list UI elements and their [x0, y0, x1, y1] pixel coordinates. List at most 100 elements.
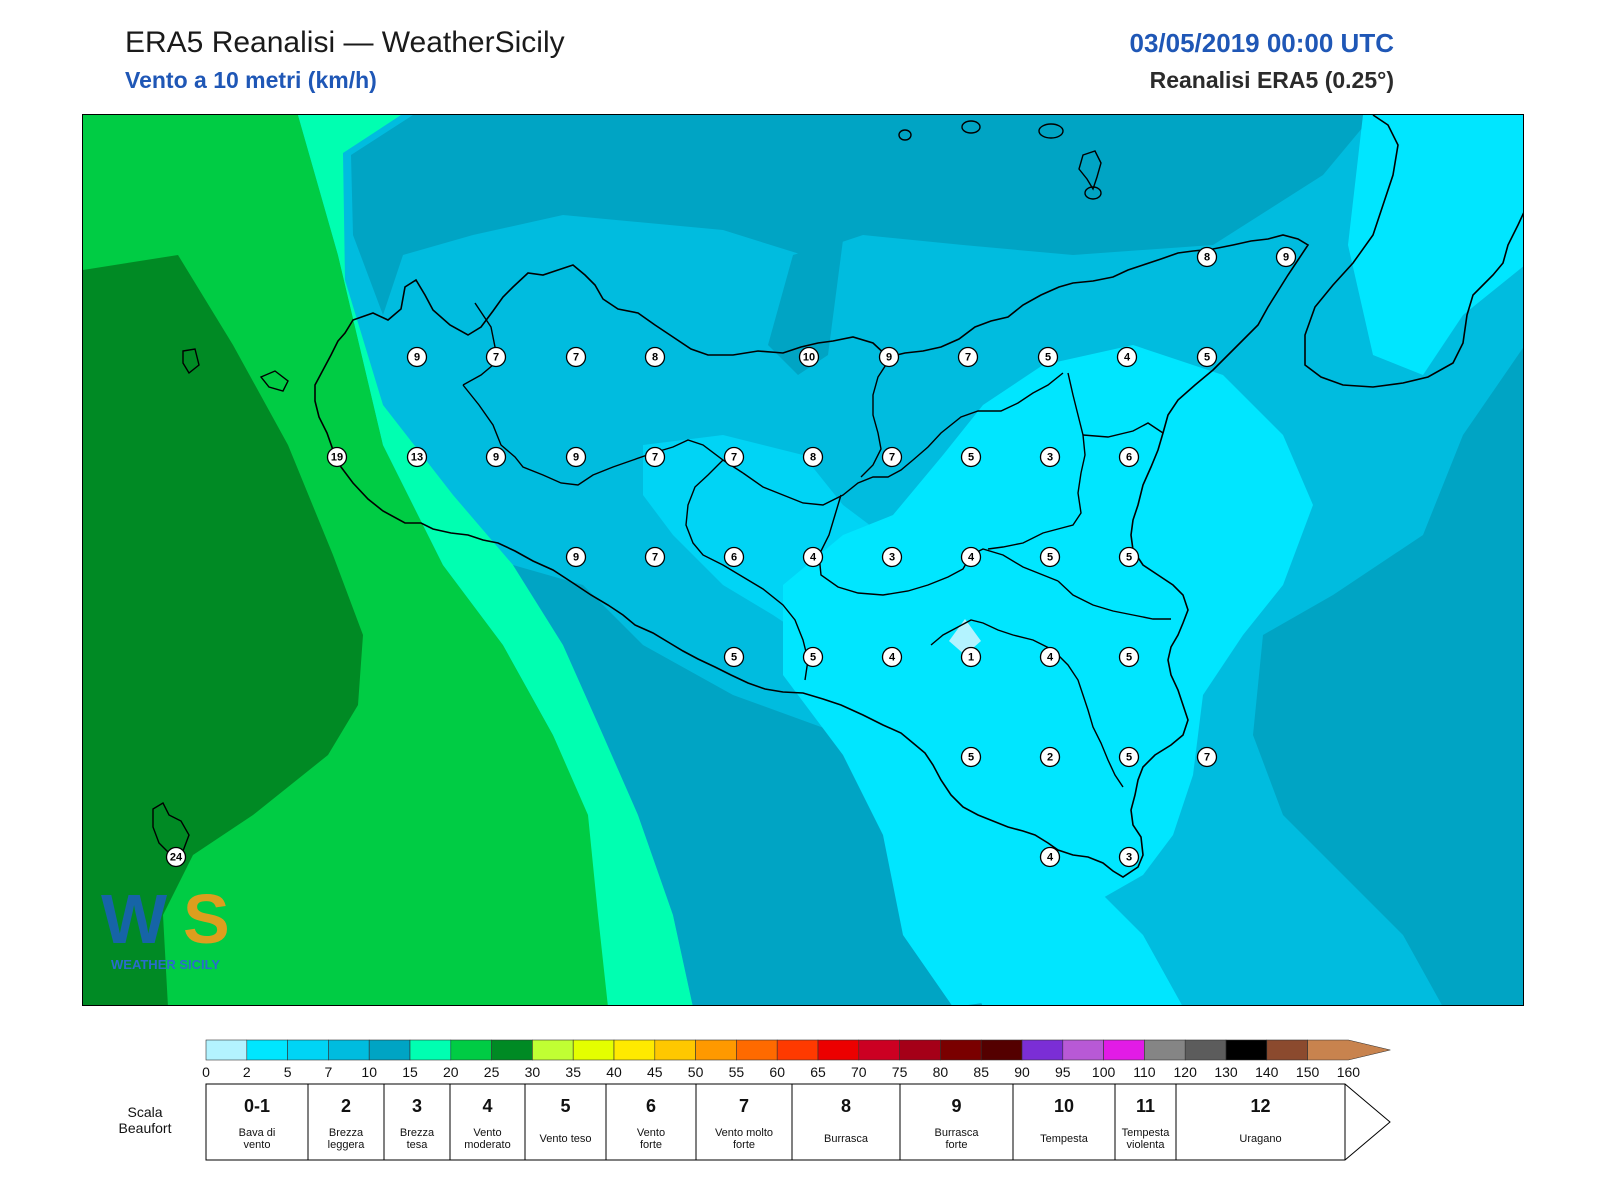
beaufort-desc: Vento — [637, 1127, 665, 1139]
station-marker: 7 — [644, 546, 666, 568]
beaufort-desc: Brezza — [329, 1127, 364, 1139]
beaufort-desc: Burrasca — [934, 1127, 979, 1139]
station-value: 5 — [810, 652, 816, 664]
logo-s-icon: S — [183, 880, 230, 958]
station-marker: 3 — [1118, 846, 1140, 868]
station-circle — [1118, 846, 1140, 868]
province-boundary-9 — [1057, 580, 1171, 620]
colorbar-tick-label: 110 — [1133, 1064, 1156, 1080]
station-value: 13 — [411, 452, 423, 464]
station-marker: 13 — [406, 446, 428, 468]
colorbar-tick-label: 65 — [810, 1064, 826, 1080]
beaufort-desc: moderato — [464, 1139, 510, 1151]
colorbar-swatch — [246, 1039, 288, 1061]
colorbar-tick-label: 0 — [202, 1064, 210, 1080]
station-marker: 1 — [960, 646, 982, 668]
station-circle — [326, 446, 348, 468]
datetime-label: 03/05/2019 00:00 UTC — [1129, 28, 1394, 58]
zone-band-2-5-spot — [949, 619, 981, 655]
station-value: 24 — [170, 852, 183, 864]
station-circle — [1196, 746, 1218, 768]
colorbar-tick-label: 90 — [1014, 1064, 1030, 1080]
colorbar-tick-label: 10 — [361, 1064, 377, 1080]
calabria-coastline — [1304, 115, 1523, 388]
logo-text: WEATHER SICILY — [111, 957, 220, 972]
source-label: Reanalisi ERA5 (0.25°) — [1149, 67, 1394, 93]
scale-label-2: Beaufort — [119, 1120, 172, 1136]
station-value: 4 — [1047, 852, 1054, 864]
station-circle — [802, 646, 824, 668]
aeolian-island-4 — [1078, 150, 1102, 191]
station-marker: 7 — [1196, 746, 1218, 768]
station-marker: 5 — [1118, 746, 1140, 768]
station-circle — [165, 846, 187, 868]
station-marker: 4 — [802, 546, 824, 568]
station-value: 4 — [889, 652, 896, 664]
station-value: 7 — [573, 352, 579, 364]
station-value: 19 — [331, 452, 343, 464]
colorbar-swatch — [532, 1039, 574, 1061]
station-marker: 9 — [485, 446, 507, 468]
station-circle — [485, 346, 507, 368]
colorbar-tick-label: 100 — [1092, 1064, 1116, 1080]
colorbar-tick-label: 35 — [565, 1064, 581, 1080]
beaufort-desc: forte — [733, 1139, 755, 1151]
beaufort-number: 9 — [951, 1096, 961, 1116]
station-value: 5 — [1204, 352, 1210, 364]
station-circle — [1039, 546, 1061, 568]
wind-map: 9 7 7 8 10 9 7 5 4 5 19 13 9 9 7 7 8 7 5 3 6 9 7 6 4 3 4 5 5 5 5 4 1 4 5 5 2… — [82, 114, 1524, 1006]
legend: 0 2 5 7 10 15 20 25 30 35 40 45 50 55 60 65 70 75 80 85 90 95… — [119, 1039, 1391, 1161]
province-boundary-5 — [860, 356, 892, 478]
station-value: 6 — [731, 552, 737, 564]
station-circle — [802, 546, 824, 568]
station-circle — [1116, 346, 1138, 368]
colorbar-tick-label: 120 — [1174, 1064, 1198, 1080]
station-value: 3 — [1126, 852, 1132, 864]
station-circle — [644, 346, 666, 368]
beaufort-number: 5 — [560, 1096, 570, 1116]
station-marker: 7 — [644, 446, 666, 468]
station-marker: 6 — [723, 546, 745, 568]
station-circle — [485, 446, 507, 468]
colorbar-tick-label: 50 — [688, 1064, 704, 1080]
station-circle — [1118, 446, 1140, 468]
station-marker: 7 — [881, 446, 903, 468]
station-marker: 4 — [960, 546, 982, 568]
colorbar-tick-label: 7 — [325, 1064, 333, 1080]
station-value: 8 — [1204, 252, 1210, 264]
station-value: 5 — [731, 652, 737, 664]
beaufort-number: 2 — [341, 1096, 351, 1116]
colorbar-swatch — [572, 1039, 615, 1061]
colorbar-swatch — [1184, 1039, 1227, 1061]
station-value: 5 — [968, 752, 974, 764]
station-marker: 7 — [957, 346, 979, 368]
station-marker: 4 — [1039, 846, 1061, 868]
station-marker: 24 — [165, 846, 187, 868]
scale-label-1: Scala — [127, 1104, 162, 1120]
colorbar-tick-label: 160 — [1337, 1064, 1361, 1080]
station-value: 5 — [1126, 752, 1132, 764]
wind-colorbar-ticks: 0 2 5 7 10 15 20 25 30 35 40 45 50 55 60 65 70 75 80 85 90 95… — [202, 1064, 1360, 1080]
zone-band-10-15-channel — [768, 240, 843, 375]
colorbar-swatch — [736, 1039, 778, 1061]
colorbar-swatch — [858, 1039, 900, 1061]
station-circle — [957, 346, 979, 368]
station-marker: 9 — [406, 346, 428, 368]
wind-map-canvas: 9 7 7 8 10 9 7 5 4 5 19 13 9 9 7 7 8 7 5 3 6 9 7 6 4 3 4 5 5 5 5 4 1 4 5 5 2… — [83, 115, 1523, 1005]
colorbar-tick-label: 55 — [729, 1064, 745, 1080]
station-value: 3 — [889, 552, 895, 564]
chart-title: ERA5 Reanalisi — WeatherSicily — [125, 26, 565, 59]
station-circle — [644, 546, 666, 568]
beaufort-desc: Vento — [473, 1127, 501, 1139]
beaufort-number: 0-1 — [244, 1096, 270, 1116]
province-boundary-2 — [462, 384, 744, 486]
station-marker: 7 — [723, 446, 745, 468]
beaufort-number: 11 — [1136, 1096, 1155, 1116]
station-value: 10 — [803, 352, 815, 364]
beaufort-number: 7 — [739, 1096, 749, 1116]
beaufort-desc: Bava di — [239, 1127, 276, 1139]
colorbar-swatch — [940, 1039, 982, 1061]
logo-ws-icon: W — [101, 880, 167, 958]
station-marker: 5 — [1118, 546, 1140, 568]
station-value: 7 — [889, 452, 895, 464]
